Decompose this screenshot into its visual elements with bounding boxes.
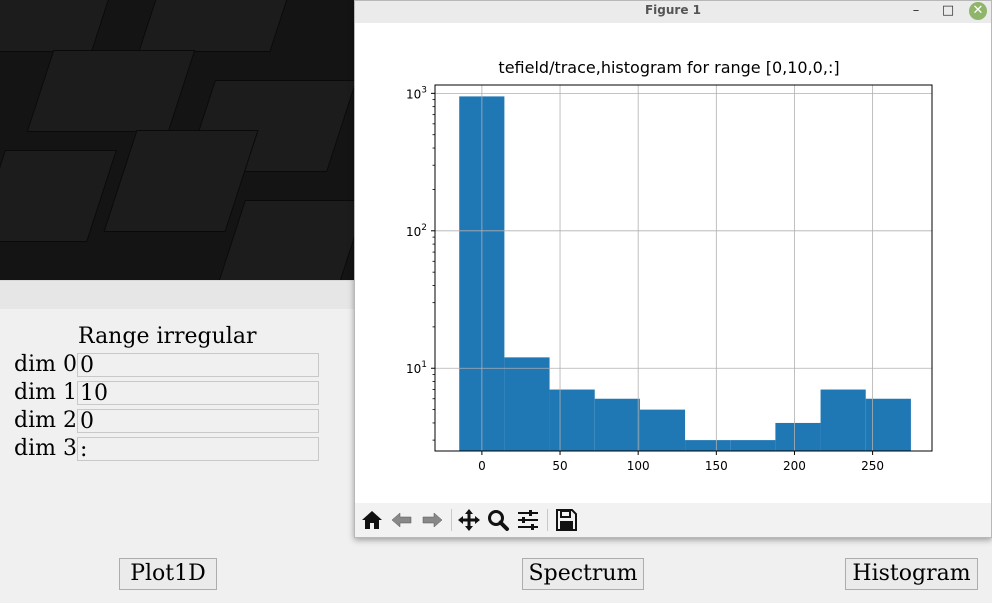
x-tick-label: 0 bbox=[478, 459, 486, 473]
plot1d-button[interactable]: Plot1D bbox=[119, 558, 217, 590]
histogram-bar bbox=[685, 440, 731, 451]
histogram-bar bbox=[730, 440, 776, 451]
dim-label: dim 2 bbox=[14, 408, 77, 433]
background-tile bbox=[0, 150, 117, 242]
x-tick-label: 100 bbox=[627, 459, 650, 473]
navigation-toolbar bbox=[355, 503, 991, 537]
histogram-chart[interactable]: 0 50 100 150 200 250 101 102 103 tefield/trace,hi… bbox=[355, 23, 991, 503]
pan-icon[interactable] bbox=[456, 507, 482, 533]
histogram-bar bbox=[504, 357, 550, 451]
x-tick-label: 50 bbox=[552, 459, 567, 473]
axes-frame bbox=[434, 84, 933, 452]
histogram-bar bbox=[549, 389, 595, 451]
spectrum-button[interactable]: Spectrum bbox=[522, 558, 644, 590]
dim-3-input[interactable]: : bbox=[77, 437, 319, 462]
background-tile bbox=[0, 0, 113, 52]
x-tick-label: 250 bbox=[861, 459, 884, 473]
dim-1-input[interactable]: 10 bbox=[77, 381, 319, 406]
figure-window: Figure 1 – □ ✕ 0 50 100 150 200 250 101 102 103 t… bbox=[354, 0, 992, 538]
dim-label: dim 1 bbox=[14, 380, 77, 405]
zoom-icon[interactable] bbox=[485, 507, 511, 533]
save-icon[interactable] bbox=[553, 507, 579, 533]
minimize-button[interactable]: – bbox=[912, 3, 920, 18]
forward-icon[interactable] bbox=[419, 507, 445, 533]
toolbar-separator bbox=[451, 509, 452, 531]
dim-label: dim 0 bbox=[14, 352, 77, 377]
y-tick-label: 101 bbox=[406, 360, 427, 376]
histogram-bar bbox=[639, 409, 686, 451]
histogram-bar bbox=[594, 398, 640, 451]
chart-title: tefield/trace,histogram for range [0,10,… bbox=[498, 58, 839, 77]
x-tick-label: 200 bbox=[783, 459, 806, 473]
histogram-button[interactable]: Histogram bbox=[845, 558, 978, 590]
background-tile bbox=[26, 50, 196, 132]
toolbar-separator bbox=[547, 509, 548, 531]
y-tick-label: 102 bbox=[406, 223, 427, 239]
window-title: Figure 1 bbox=[644, 3, 702, 17]
back-icon[interactable] bbox=[389, 507, 415, 533]
background-tile bbox=[103, 130, 259, 232]
dim-label: dim 3 bbox=[14, 436, 77, 461]
x-tick-label: 150 bbox=[705, 459, 728, 473]
dim-0-input[interactable]: 0 bbox=[77, 353, 319, 378]
window-titlebar[interactable]: Figure 1 – □ ✕ bbox=[355, 1, 991, 23]
histogram-bar bbox=[775, 422, 821, 451]
background-tile bbox=[215, 200, 367, 282]
histogram-bar bbox=[865, 398, 911, 451]
range-title: Range irregular bbox=[78, 324, 257, 349]
histogram-bar bbox=[820, 389, 866, 451]
maximize-button[interactable]: □ bbox=[941, 3, 955, 18]
dim-2-input[interactable]: 0 bbox=[77, 409, 319, 434]
configure-subplots-icon[interactable] bbox=[515, 507, 541, 533]
panel-header-bar bbox=[0, 280, 356, 309]
y-tick-label: 103 bbox=[406, 85, 427, 101]
home-icon[interactable] bbox=[359, 507, 385, 533]
close-button[interactable]: ✕ bbox=[969, 2, 987, 20]
plot-area: 0 50 100 150 200 250 101 102 103 tefield/trace,hi… bbox=[355, 23, 991, 503]
background-tile bbox=[138, 0, 294, 52]
